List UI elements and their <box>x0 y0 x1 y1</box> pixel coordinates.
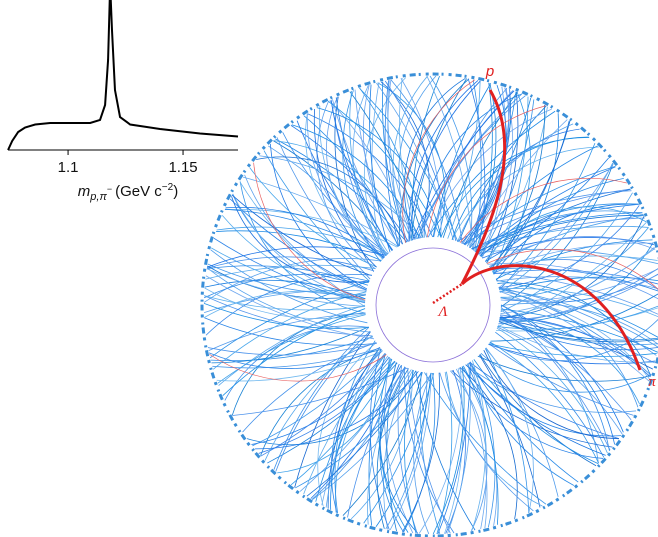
proton-label: p <box>485 63 494 80</box>
event-display <box>202 74 658 536</box>
plot-area <box>8 0 238 150</box>
x-label-symbol: m <box>78 183 91 200</box>
x-label-unit: (GeV c <box>115 183 162 200</box>
figure: mp,π−(GeV c−2) p π Λ 1.1 1.15 <box>0 0 658 537</box>
data-line <box>8 0 238 150</box>
x-label-unit-close: ) <box>173 183 178 200</box>
lambda-flight <box>433 284 462 303</box>
track <box>223 309 365 396</box>
track <box>499 164 613 288</box>
track <box>437 372 452 534</box>
x-axis-label: mp,π−(GeV c−2) <box>78 182 178 203</box>
x-label-unit-sup: −2 <box>162 182 174 193</box>
x-tick-label: 1.1 <box>58 159 79 176</box>
track <box>470 362 486 529</box>
x-label-subscript-sup: − <box>107 184 112 194</box>
track <box>205 288 366 319</box>
track <box>208 264 366 294</box>
x-tick-label: 1.15 <box>168 159 197 176</box>
track <box>403 80 475 243</box>
track <box>480 354 596 466</box>
x-label-subscript: p,π <box>89 191 107 203</box>
pion-label: π <box>648 374 656 390</box>
track <box>204 318 376 345</box>
lambda-label: Λ <box>436 304 447 320</box>
